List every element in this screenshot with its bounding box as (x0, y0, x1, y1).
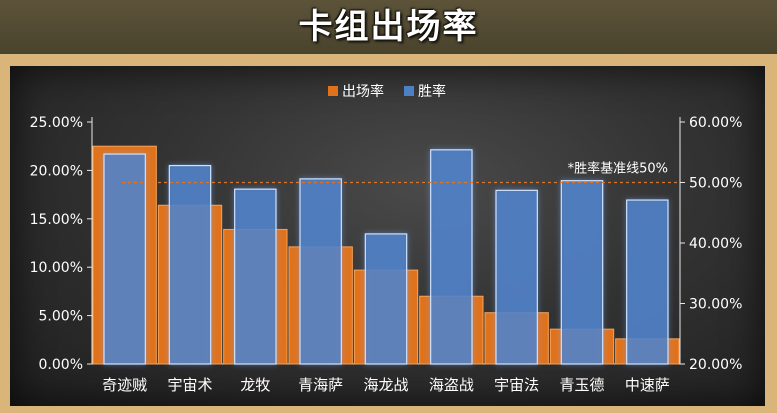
win-rate-bar (234, 188, 277, 365)
right-tick-label: 20.00% (689, 357, 742, 373)
left-tick-label: 15.00% (30, 212, 83, 228)
category-label: 奇迹贼 (102, 376, 147, 394)
legend-swatch-win (404, 86, 414, 96)
bar-chart: 0.00% 5.00% 10.00% 15.00% 20.00% 25.00% 20.00%… (30, 83, 743, 394)
category-label: 海龙战 (363, 376, 408, 394)
win-rate-bar (430, 149, 473, 365)
reference-line-label: *胜率基准线50% (568, 161, 668, 177)
win-rate-bar (168, 164, 212, 365)
legend-label-win: 胜率 (418, 83, 446, 100)
category-label: 海盗战 (429, 376, 474, 394)
legend-label-rate: 出场率 (342, 83, 384, 100)
win-rate-bar (495, 189, 538, 365)
category-label: 宇宙术 (167, 376, 212, 394)
left-tick-label: 25.00% (30, 115, 83, 131)
category-label: 青海萨 (298, 376, 343, 394)
header-bar: 卡组出场率 (0, 0, 777, 54)
category-label: 青玉德 (559, 376, 604, 394)
category-label: 宇宙法 (494, 376, 539, 394)
category-label: 龙牧 (240, 376, 270, 394)
win-rate-bar (626, 199, 669, 365)
win-rate-bar (364, 233, 408, 365)
win-rate-bar (299, 178, 342, 365)
win-rate-bar (560, 180, 604, 365)
right-tick-label: 30.00% (689, 297, 742, 313)
win-rate-bar (103, 153, 146, 365)
left-tick-label: 5.00% (39, 309, 83, 325)
right-tick-label: 50.00% (689, 176, 742, 192)
left-tick-label: 20.00% (30, 163, 83, 179)
left-tick-label: 10.00% (30, 260, 83, 276)
legend-swatch-rate (328, 86, 338, 96)
category-label: 中速萨 (625, 376, 670, 394)
right-tick-label: 60.00% (689, 115, 742, 131)
chart-panel: 0.00% 5.00% 10.00% 15.00% 20.00% 25.00% 20.00%… (10, 66, 765, 406)
left-tick-label: 0.00% (39, 357, 83, 373)
right-tick-label: 40.00% (689, 236, 742, 252)
page-title: 卡组出场率 (298, 7, 479, 47)
